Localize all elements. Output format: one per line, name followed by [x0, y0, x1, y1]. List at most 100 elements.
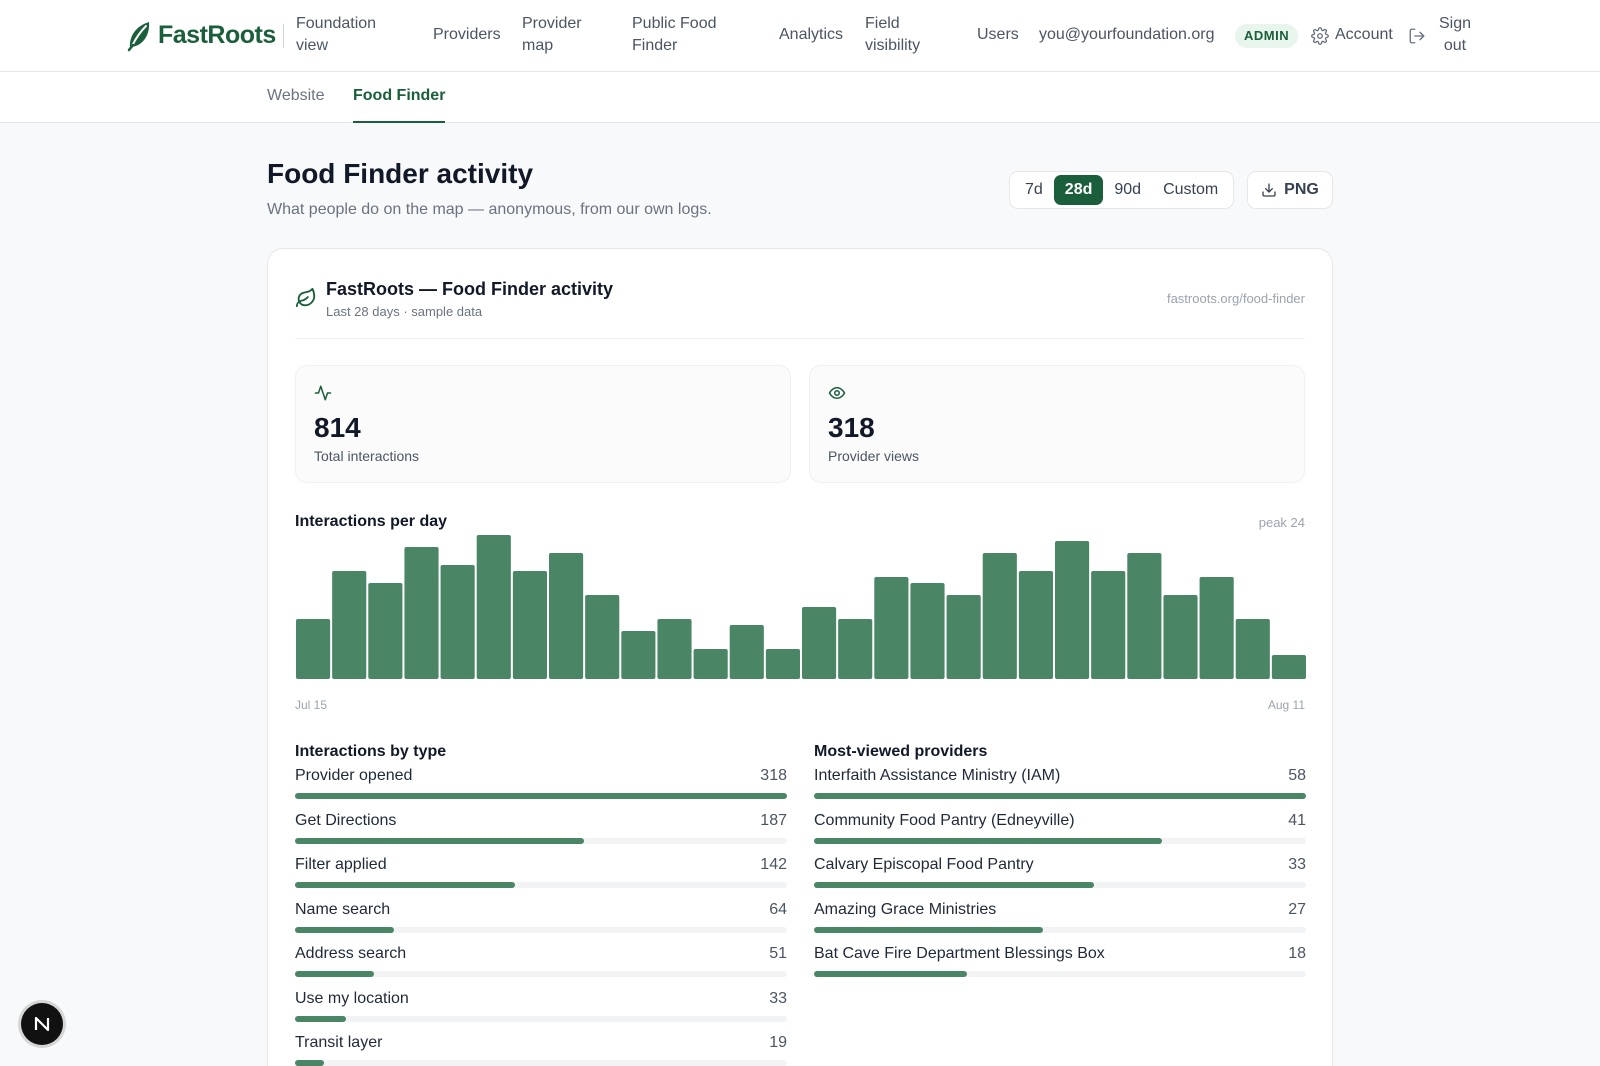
- interaction-type-row-label: Filter applied: [295, 856, 387, 873]
- sign-out-icon: [1409, 28, 1425, 44]
- interaction-type-row-bar-track: [295, 1060, 787, 1066]
- n-logo-icon: [34, 1016, 50, 1032]
- daily-bar: [693, 649, 728, 679]
- interaction-type-row: Name search 64: [295, 901, 787, 946]
- nav-public-food-finder[interactable]: Public Food Finder: [632, 15, 717, 54]
- provider-row: Interfaith Assistance Ministry (IAM) 58: [814, 767, 1306, 812]
- activity-icon: [314, 385, 332, 401]
- nav-field-visibility[interactable]: Field visibility: [865, 15, 921, 54]
- x-axis-start-label: Jul 15: [295, 698, 328, 712]
- daily-bar: [1127, 553, 1162, 679]
- provider-row-bar-track: [814, 882, 1306, 888]
- interaction-type-row-value: 51: [769, 945, 787, 962]
- daily-bar: [802, 607, 837, 679]
- interaction-type-row-value: 33: [769, 989, 787, 1007]
- provider-row-bar-fill: [814, 837, 1162, 844]
- daily-bar: [1018, 571, 1053, 679]
- download-icon: [1262, 183, 1276, 197]
- interaction-type-row: Get Directions 187: [295, 812, 787, 857]
- export-png-button[interactable]: PNG: [1247, 171, 1333, 209]
- provider-row-bar-track: [814, 926, 1306, 933]
- nav-sign-out[interactable]: Sign out: [1438, 15, 1472, 54]
- top-providers-title: Most-viewed providers: [814, 743, 988, 760]
- tab-website[interactable]: Website: [267, 87, 325, 104]
- range-7d-button[interactable]: 7d: [1025, 181, 1043, 198]
- interaction-type-row-value: 142: [760, 856, 787, 873]
- nav-account[interactable]: Account: [1335, 26, 1393, 43]
- provider-row-label: Interfaith Assistance Ministry (IAM): [814, 767, 1061, 784]
- provider-row: Community Food Pantry (Edneyville) 41: [814, 812, 1306, 857]
- most-viewed-providers-list: Interfaith Assistance Ministry (IAM) 58 Co…: [814, 767, 1306, 990]
- interaction-type-row-label: Provider opened: [295, 767, 413, 784]
- daily-bar: [1055, 541, 1090, 679]
- daily-bar: [585, 595, 620, 679]
- user-email: you@yourfoundation.org: [1039, 26, 1215, 43]
- daily-bar: [1091, 571, 1126, 679]
- interaction-type-row: Address search 51: [295, 945, 787, 990]
- page-title: Food Finder activity: [267, 158, 534, 189]
- stat-total-interactions: 814 Total interactions: [295, 365, 791, 483]
- interaction-type-row-bar-track: [295, 926, 787, 933]
- interactions-per-day-chart: [296, 535, 1306, 679]
- provider-row-label: Calvary Episcopal Food Pantry: [814, 856, 1034, 873]
- total-interactions-value: 814: [314, 412, 361, 443]
- provider-row-label: Community Food Pantry (Edneyville): [814, 811, 1075, 829]
- nav-provider-map[interactable]: Provider map: [522, 15, 582, 54]
- provider-row-label: Amazing Grace Ministries: [814, 900, 997, 918]
- daily-bar: [910, 583, 945, 679]
- daily-bar: [621, 631, 656, 679]
- provider-row-bar-fill: [814, 793, 1306, 799]
- chart-title: Interactions per day: [295, 513, 448, 530]
- daily-bar: [332, 571, 367, 679]
- interaction-type-row-label: Transit layer: [295, 1034, 383, 1051]
- interaction-type-row-bar-fill: [295, 1060, 325, 1066]
- provider-row-value: 41: [1288, 811, 1306, 829]
- nav-foundation-view[interactable]: Foundation view: [296, 15, 377, 54]
- nav-users[interactable]: Users: [977, 26, 1019, 43]
- tab-food-finder[interactable]: Food Finder: [353, 87, 446, 123]
- daily-bar: [440, 565, 475, 679]
- range-custom-button[interactable]: Custom: [1163, 181, 1219, 198]
- provider-views-value: 318: [828, 412, 875, 443]
- provider-row-label: Bat Cave Fire Department Blessings Box: [814, 945, 1105, 962]
- interaction-type-row: Use my location 33: [295, 990, 787, 1035]
- gear-icon: [1311, 27, 1329, 45]
- provider-row-value: 33: [1288, 856, 1306, 873]
- x-axis-end-label: Aug 11: [1267, 698, 1305, 712]
- provider-row-value: 27: [1288, 900, 1306, 918]
- provider-row-bar-fill: [814, 971, 967, 977]
- stat-provider-views: 318 Provider views: [809, 365, 1305, 483]
- provider-row: Calvary Episcopal Food Pantry 33: [814, 856, 1306, 901]
- brand-name: FastRoots: [158, 20, 276, 49]
- provider-row: Amazing Grace Ministries 27: [814, 901, 1306, 946]
- daily-bar: [1271, 655, 1306, 679]
- daily-bar: [838, 619, 873, 679]
- interaction-type-row-label: Use my location: [295, 989, 409, 1007]
- interaction-type-row-label: Name search: [295, 900, 391, 918]
- daily-bar: [729, 625, 764, 679]
- nav-providers[interactable]: Providers: [433, 26, 501, 43]
- interaction-type-row: Transit layer 19: [295, 1034, 787, 1066]
- interaction-type-row-bar-track: [295, 1015, 787, 1022]
- range-90d-button[interactable]: 90d: [1114, 181, 1142, 198]
- daily-bar: [1199, 577, 1234, 679]
- provider-row-bar-track: [814, 793, 1306, 799]
- export-png-label: PNG: [1284, 181, 1319, 198]
- by-type-title: Interactions by type: [295, 743, 447, 760]
- daily-bar: [1163, 595, 1198, 679]
- interaction-type-row-bar-track: [295, 793, 787, 799]
- dev-tools-badge[interactable]: [21, 1003, 63, 1045]
- daily-bar: [1235, 619, 1270, 679]
- provider-row: Bat Cave Fire Department Blessings Box 18: [814, 945, 1306, 990]
- card-divider: [295, 338, 1305, 339]
- card-title: FastRoots — Food Finder activity: [326, 279, 614, 299]
- provider-row-value: 18: [1288, 945, 1306, 962]
- daily-bar: [404, 547, 439, 679]
- brand-logo-link[interactable]: FastRoots: [126, 18, 276, 52]
- range-28d-button[interactable]: 28d: [1053, 175, 1104, 205]
- nav-analytics[interactable]: Analytics: [779, 26, 844, 43]
- leaf-icon: [295, 287, 316, 308]
- provider-row-bar-track: [814, 837, 1306, 844]
- total-interactions-label: Total interactions: [314, 448, 420, 464]
- interaction-type-row-value: 187: [760, 811, 787, 829]
